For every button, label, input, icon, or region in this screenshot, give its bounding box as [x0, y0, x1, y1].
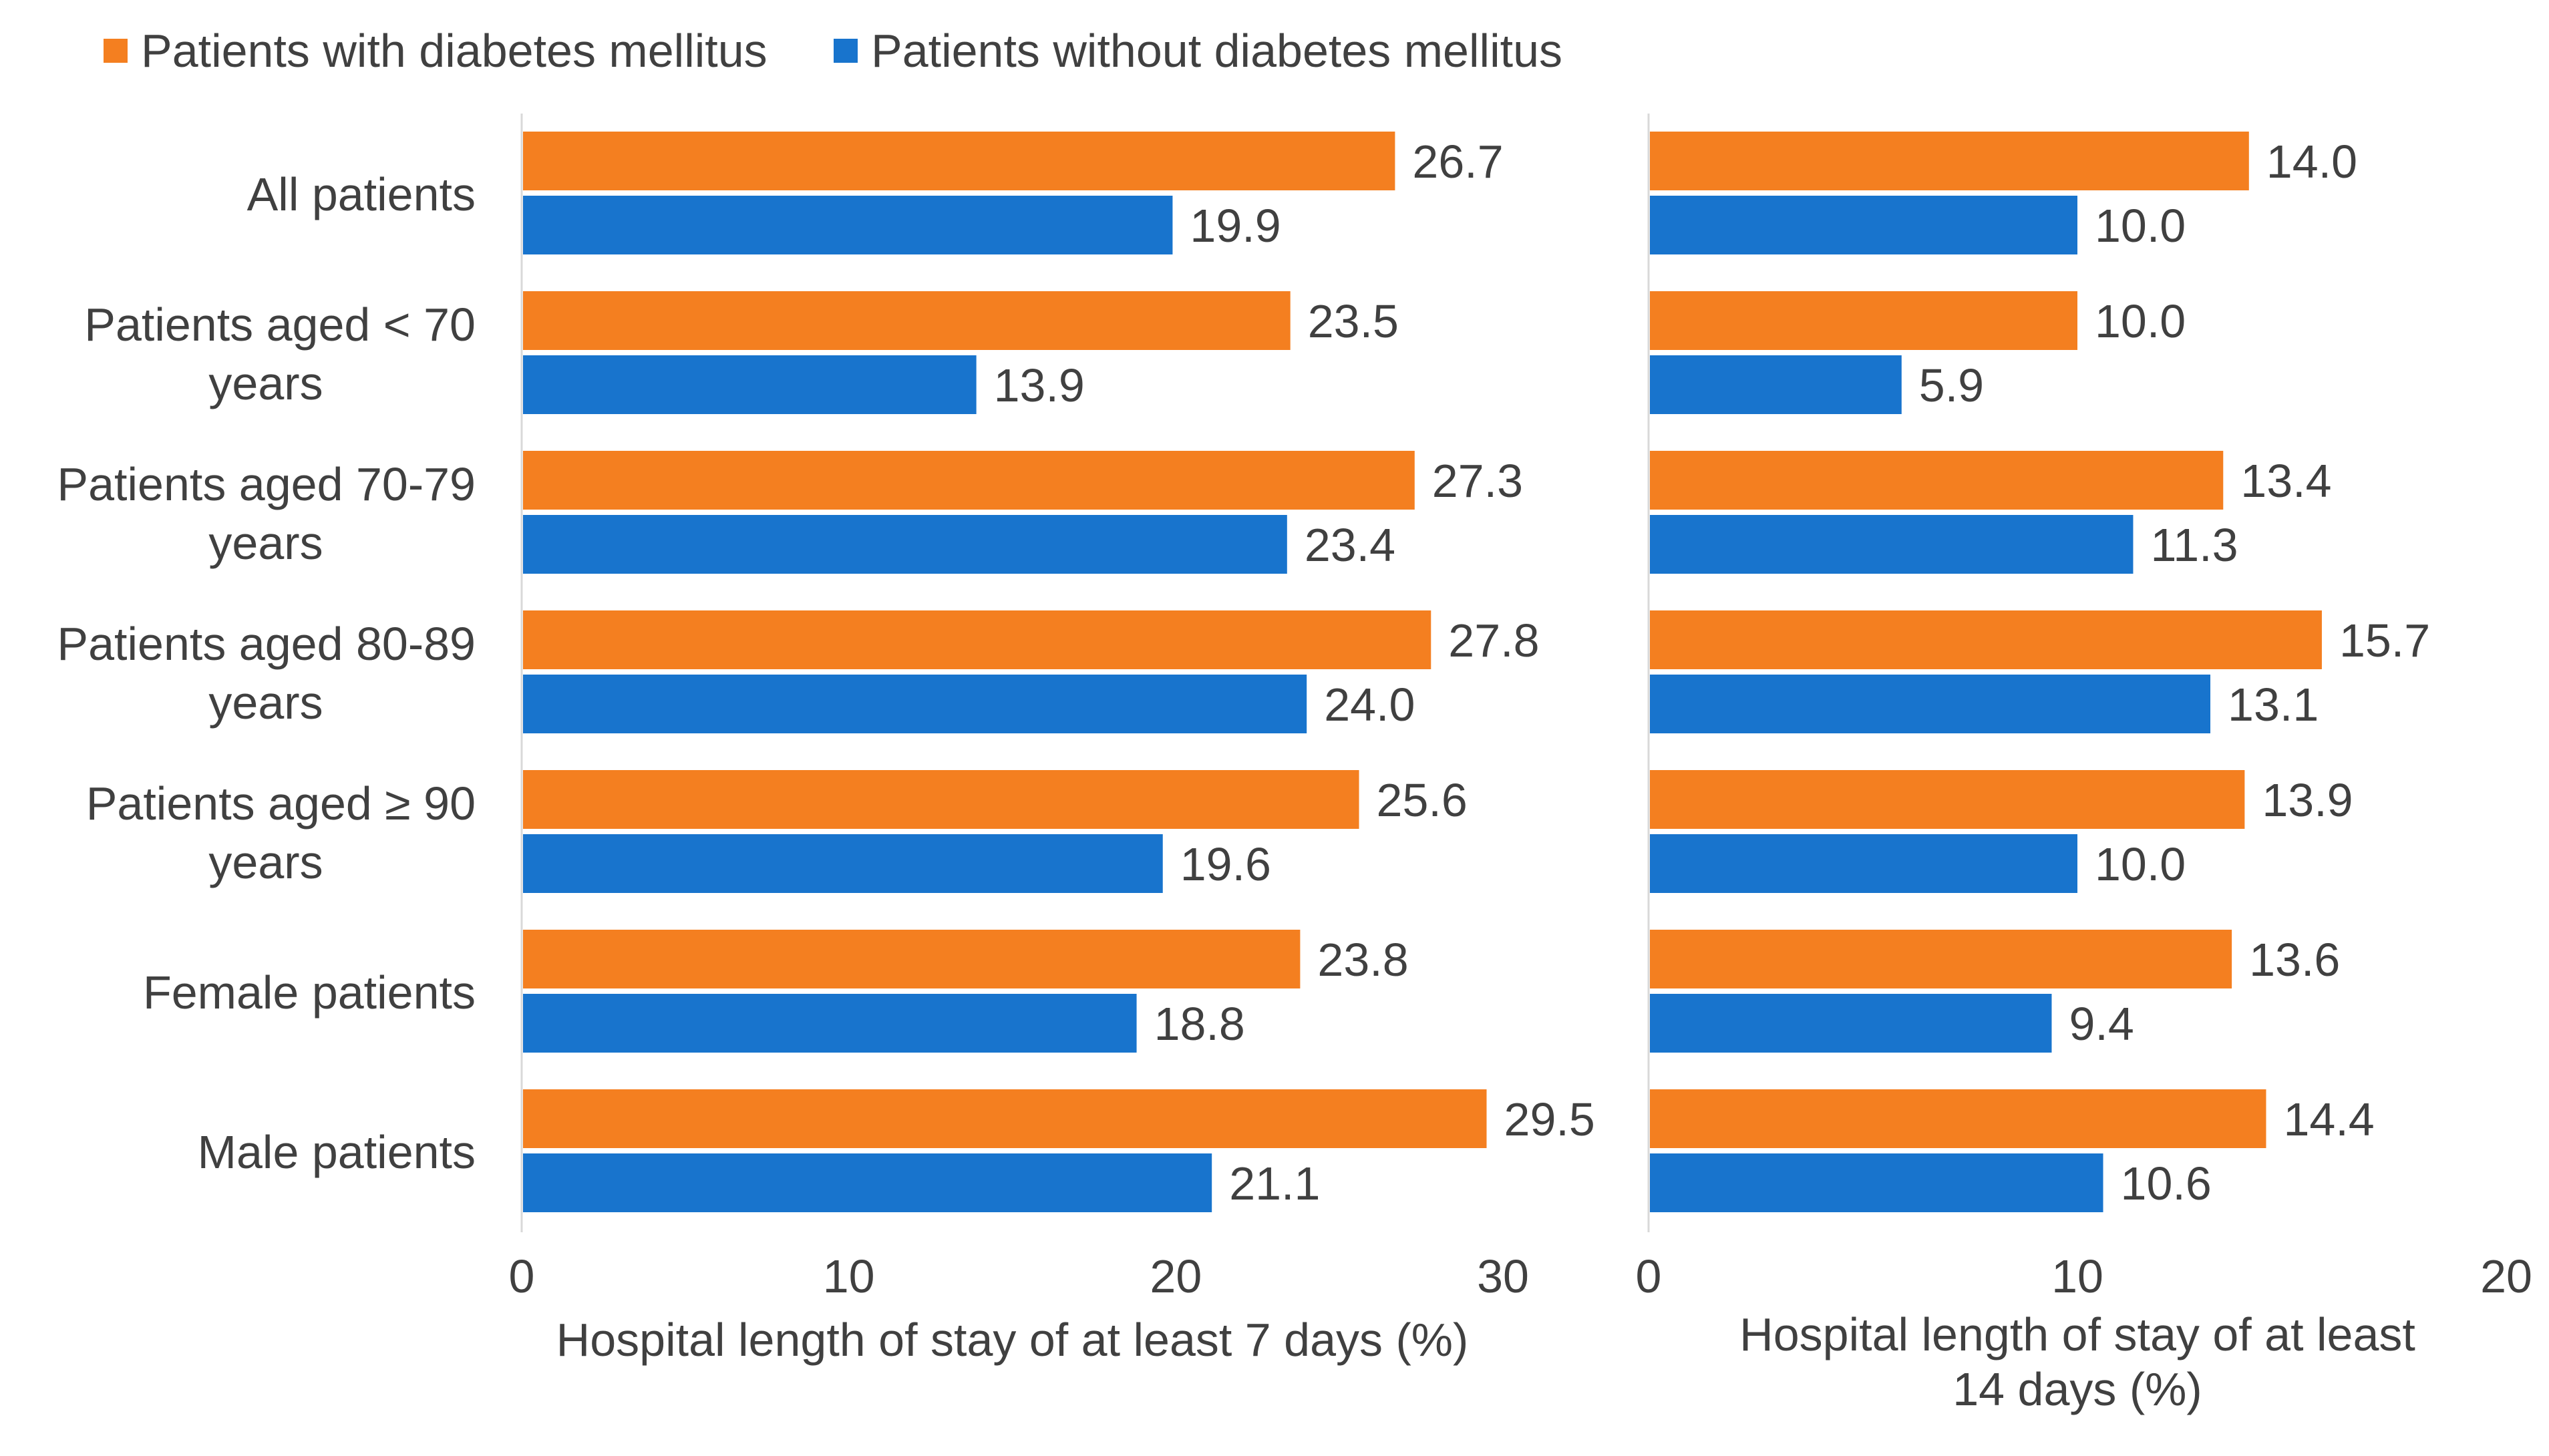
bar-male-patients-without-diabetes [1650, 1153, 2103, 1212]
data-label: 19.6 [1180, 838, 1271, 890]
bar-male-patients-with-diabetes [1650, 1089, 2266, 1148]
bar-patients-aged-70-years-without-diabetes [523, 355, 977, 414]
data-label: 27.3 [1432, 455, 1523, 507]
legend-label: Patients with diabetes mellitus [141, 25, 768, 77]
bar-male-patients-without-diabetes [523, 1153, 1212, 1212]
data-label: 23.4 [1305, 519, 1395, 571]
data-label: 23.8 [1317, 934, 1408, 986]
category-label-patients-aged-90-years: Patients aged ≥ 90 years [86, 777, 476, 888]
bar-male-patients-with-diabetes [523, 1089, 1487, 1148]
bar-patients-aged-70-79-years-with-diabetes [1650, 451, 2224, 510]
bar-patients-aged-70-years-with-diabetes [1650, 291, 2077, 350]
panel-7-day-stay: 26.7 19.9 All patients 23.5 13.9 Patients age… [57, 114, 1595, 1366]
data-label: 26.7 [1412, 136, 1503, 188]
bar-patients-aged-70-79-years-without-diabetes [523, 515, 1287, 574]
data-label: 29.5 [1504, 1093, 1595, 1145]
data-label: 18.8 [1154, 998, 1245, 1050]
category-label-patients-aged-70-79-years: Patients aged 70-79 years [57, 458, 476, 569]
bar-female-patients-without-diabetes [523, 994, 1137, 1053]
bar-patients-aged-90-years-with-diabetes [1650, 770, 2245, 829]
bar-patients-aged-90-years-with-diabetes [523, 770, 1359, 829]
bar-patients-aged-70-79-years-without-diabetes [1650, 515, 2134, 574]
bar-all-patients-without-diabetes [1650, 196, 2077, 254]
data-label: 15.7 [2339, 614, 2430, 667]
data-label: 9.4 [2069, 998, 2134, 1050]
category-label-patients-aged-70-years: Patients aged < 70 years [84, 299, 476, 409]
data-label: 10.0 [2095, 838, 2186, 890]
data-label: 27.8 [1448, 614, 1539, 667]
data-label: 13.4 [2240, 455, 2331, 507]
x-axis-title: Hospital length of stay of at least 14 da… [1739, 1308, 2415, 1415]
data-label: 24.0 [1324, 679, 1415, 731]
category-label-male-patients: Male patients [198, 1126, 476, 1178]
x-tick-label: 0 [509, 1250, 535, 1302]
x-axis-title: Hospital length of stay of at least 7 da… [556, 1314, 1469, 1366]
bar-all-patients-with-diabetes [523, 132, 1395, 190]
data-label: 23.5 [1308, 295, 1399, 347]
x-tick-label: 10 [823, 1250, 875, 1302]
data-label: 13.6 [2249, 934, 2340, 986]
data-label: 14.0 [2266, 136, 2357, 188]
x-tick-label: 30 [1477, 1250, 1529, 1302]
bar-patients-aged-70-years-without-diabetes [1650, 355, 1902, 414]
x-tick-label: 20 [2480, 1250, 2532, 1302]
data-label: 25.6 [1377, 774, 1468, 826]
bar-patients-aged-80-89-years-without-diabetes [1650, 675, 2211, 733]
legend-item-patients-without-diabetes-mellitus: Patients without diabetes mellitus [834, 25, 1562, 77]
x-tick-label: 20 [1150, 1250, 1202, 1302]
data-label: 13.9 [2262, 774, 2353, 826]
data-label: 14.4 [2283, 1093, 2374, 1145]
data-label: 13.1 [2228, 679, 2319, 731]
bar-patients-aged-70-79-years-with-diabetes [523, 451, 1415, 510]
bar-patients-aged-80-89-years-with-diabetes [1650, 610, 2322, 669]
data-label: 10.0 [2095, 200, 2186, 252]
legend: Patients with diabetes mellitus Patients … [104, 25, 1562, 77]
x-tick-label: 0 [1636, 1250, 1662, 1302]
panel-14-day-stay: 14.0 10.0 10.0 5.9 13.411.3 15.7 13.1 13.9 10.0 1… [1636, 114, 2532, 1415]
bar-patients-aged-90-years-without-diabetes [523, 834, 1163, 893]
data-label: 19.9 [1190, 200, 1281, 252]
bar-all-patients-without-diabetes [523, 196, 1173, 254]
legend-item-patients-with-diabetes-mellitus: Patients with diabetes mellitus [104, 25, 768, 77]
category-label-all-patients: All patients [247, 168, 476, 220]
data-label: 21.1 [1229, 1157, 1320, 1210]
data-label: 10.6 [2121, 1157, 2212, 1210]
bar-patients-aged-90-years-without-diabetes [1650, 834, 2077, 893]
x-tick-label: 10 [2051, 1250, 2103, 1302]
data-label: 11.3 [2150, 519, 2238, 571]
category-label-female-patients: Female patients [143, 966, 476, 1019]
bar-female-patients-with-diabetes [523, 930, 1301, 988]
bar-female-patients-without-diabetes [1650, 994, 2052, 1053]
legend-swatch [104, 39, 128, 63]
legend-label: Patients without diabetes mellitus [871, 25, 1562, 77]
bar-female-patients-with-diabetes [1650, 930, 2232, 988]
category-label-patients-aged-80-89-years: Patients aged 80-89 years [57, 618, 476, 729]
bar-patients-aged-80-89-years-with-diabetes [523, 610, 1431, 669]
bar-all-patients-with-diabetes [1650, 132, 2249, 190]
legend-swatch [834, 39, 858, 63]
bar-patients-aged-70-years-with-diabetes [523, 291, 1291, 350]
data-label: 13.9 [994, 359, 1085, 411]
data-label: 5.9 [1919, 359, 1984, 411]
data-label: 10.0 [2095, 295, 2186, 347]
bar-patients-aged-80-89-years-without-diabetes [523, 675, 1307, 733]
